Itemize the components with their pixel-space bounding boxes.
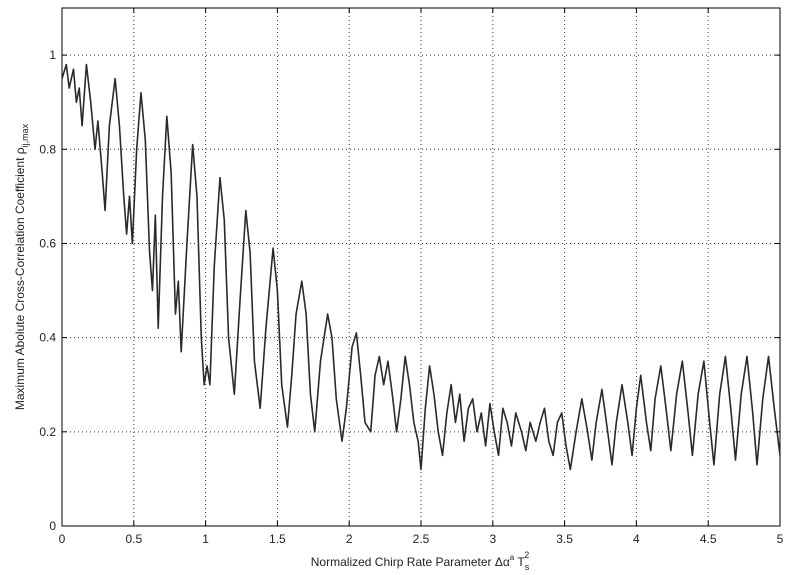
data-line <box>61 63 781 471</box>
y-tick-label: 1 <box>49 48 56 62</box>
x-tick-label: 0.5 <box>125 532 142 546</box>
y-axis-label: Maximum Abolute Cross-Correlation Coeffi… <box>13 123 30 410</box>
x-tick-label: 3 <box>489 532 496 546</box>
x-label-sup: 2 <box>524 550 529 560</box>
plot-frame <box>61 7 781 527</box>
x-tick-label: 1.5 <box>269 532 286 546</box>
x-tick-label: 0 <box>59 532 66 546</box>
y-tick-label: 0.4 <box>39 331 56 345</box>
x-label-sub: s <box>525 562 530 572</box>
y-tick-label: 0.2 <box>39 425 56 439</box>
y-tick-label: 0 <box>49 519 56 533</box>
y-tick-label: 0.8 <box>39 142 56 156</box>
y-label-sub: ij,max <box>20 123 30 147</box>
x-tick-label: 1 <box>202 532 209 546</box>
x-tick-label: 3.5 <box>556 532 573 546</box>
x-tick-label: 2.5 <box>413 532 430 546</box>
x-tick-label: 4.5 <box>700 532 717 546</box>
x-tick-label: 5 <box>777 532 784 546</box>
x-label-text: Normalized Chirp Rate Parameter Δα <box>311 555 510 569</box>
x-axis-label: Normalized Chirp Rate Parameter Δαa Ts 2 <box>311 550 530 572</box>
x-label-sup: a <box>510 553 515 562</box>
x-label-text: T <box>514 555 525 569</box>
y-tick-label: 0.6 <box>39 236 56 250</box>
x-tick-label: 4 <box>633 532 640 546</box>
y-label-text: Maximum Abolute Cross-Correlation Coeffi… <box>13 147 27 410</box>
x-tick-label: 2 <box>346 532 353 546</box>
